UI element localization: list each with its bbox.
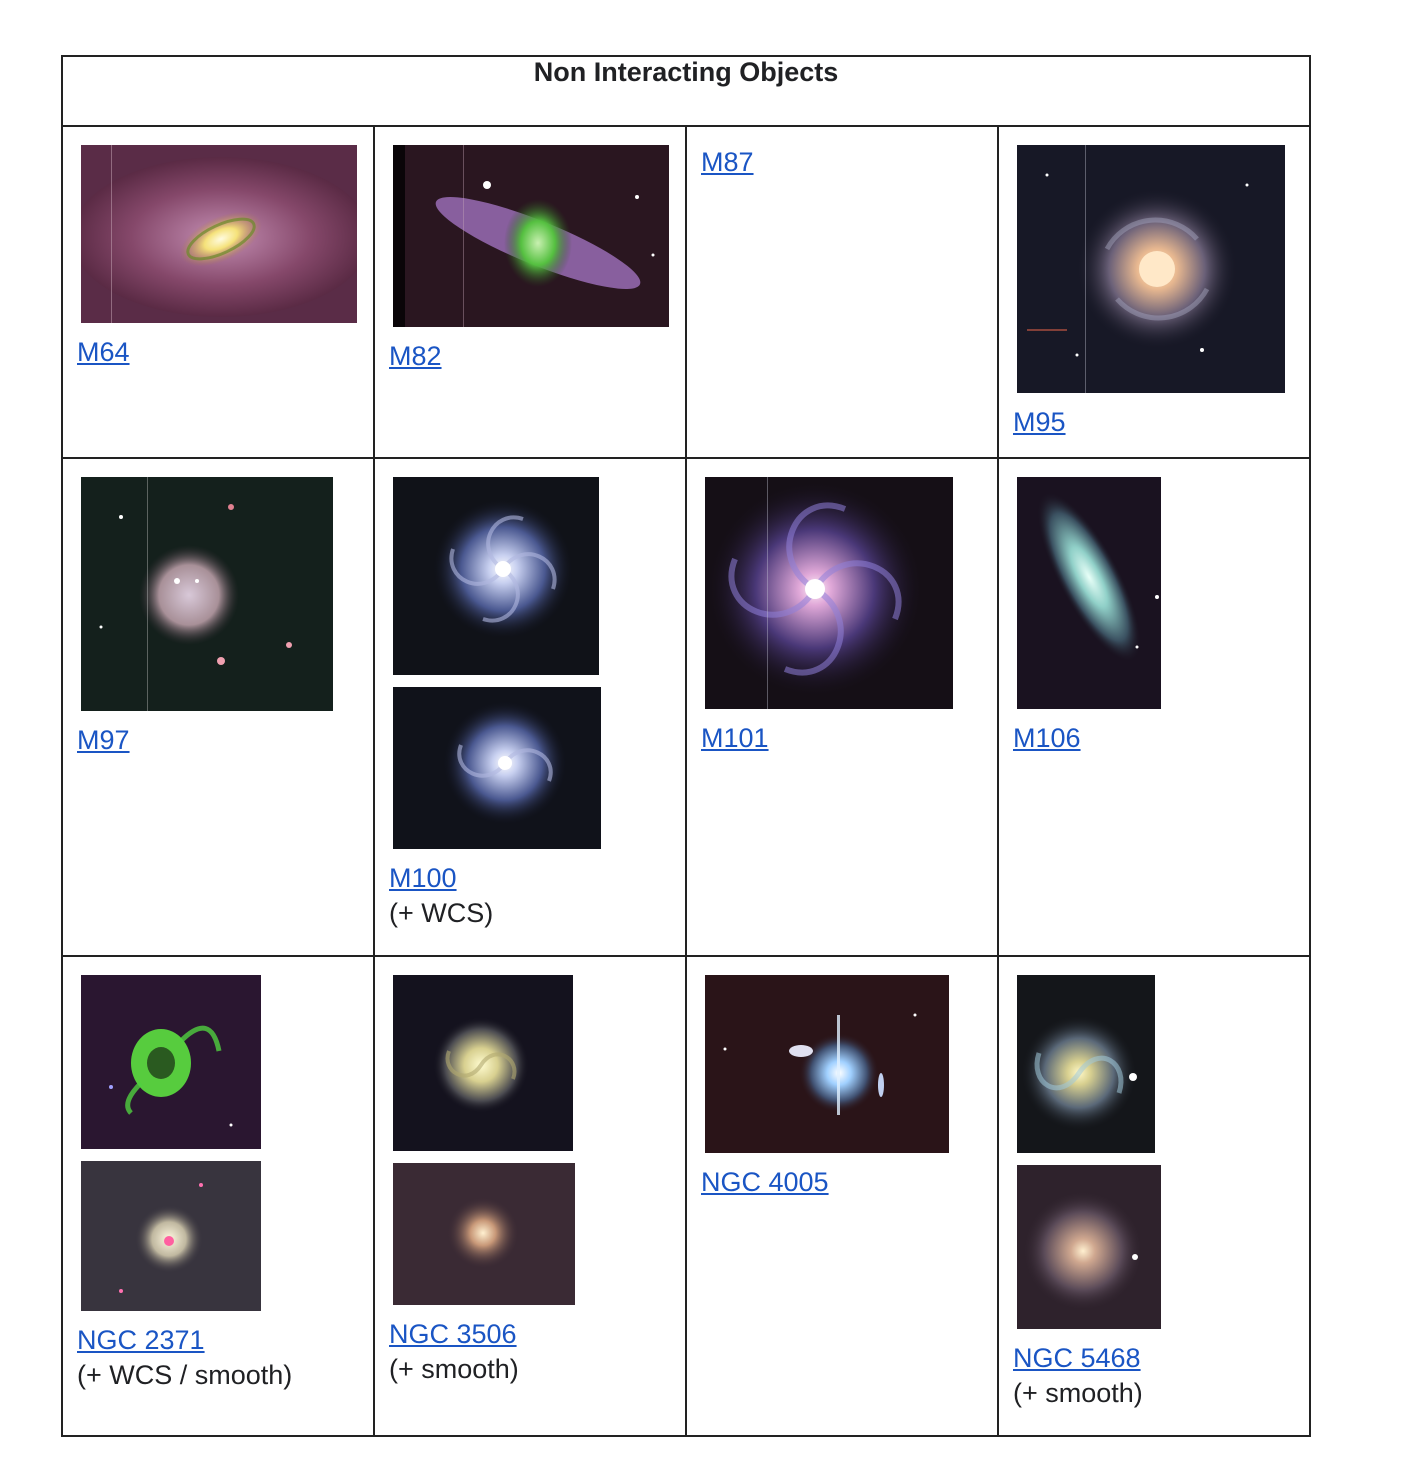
ngc3506-smooth-galaxy-image[interactable] [393, 1163, 575, 1305]
m100-galaxy-image[interactable] [393, 477, 599, 675]
ngc5468-smooth-galaxy-image[interactable] [1017, 1165, 1161, 1329]
link-ngc3506[interactable]: NGC 3506 [389, 1319, 517, 1349]
m100-wcs-galaxy-image[interactable] [393, 687, 601, 849]
m82-galaxy-image[interactable] [393, 145, 669, 327]
objects-table: Non Interacting Objects M64 [60, 55, 1312, 1437]
link-ngc2371[interactable]: NGC 2371 [77, 1325, 205, 1355]
cell-m100: M100 (+ WCS) [373, 457, 687, 957]
link-ngc4005[interactable]: NGC 4005 [701, 1167, 829, 1197]
cell-ngc3506: NGC 3506 (+ smooth) [373, 955, 687, 1437]
m101-galaxy-image[interactable] [705, 477, 953, 709]
link-m101[interactable]: M101 [701, 723, 769, 753]
cell-m82: M82 [373, 125, 687, 459]
ngc3506-note: (+ smooth) [389, 1354, 519, 1384]
cell-m95: M95 [996, 125, 1312, 459]
link-m97[interactable]: M97 [77, 725, 130, 755]
link-m64[interactable]: M64 [77, 337, 130, 367]
cell-ngc5468: NGC 5468 (+ smooth) [996, 955, 1312, 1437]
ngc3506-galaxy-image[interactable] [393, 975, 573, 1151]
ngc2371-note: (+ WCS / smooth) [77, 1360, 293, 1390]
cell-m64: M64 [61, 125, 375, 459]
m106-galaxy-image[interactable] [1017, 477, 1161, 709]
cell-m87: M87 [685, 125, 999, 459]
cell-m97: M97 [61, 457, 375, 957]
m97-nebula-image[interactable] [81, 477, 333, 711]
link-ngc5468[interactable]: NGC 5468 [1013, 1343, 1141, 1373]
m100-note: (+ WCS) [389, 898, 494, 928]
cell-m106: M106 [996, 457, 1312, 957]
m95-galaxy-image[interactable] [1017, 145, 1285, 393]
link-m100[interactable]: M100 [389, 863, 457, 893]
cell-ngc2371: NGC 2371 (+ WCS / smooth) [61, 955, 375, 1437]
ngc2371-nebula-image[interactable] [81, 975, 261, 1149]
cell-ngc4005: NGC 4005 [685, 955, 999, 1437]
link-m106[interactable]: M106 [1013, 723, 1081, 753]
link-m87[interactable]: M87 [701, 147, 754, 177]
link-m82[interactable]: M82 [389, 341, 442, 371]
ngc5468-note: (+ smooth) [1013, 1378, 1143, 1408]
m64-galaxy-image[interactable] [81, 145, 357, 323]
ngc2371-smooth-nebula-image[interactable] [81, 1161, 261, 1311]
link-m95[interactable]: M95 [1013, 407, 1066, 437]
cell-m101: M101 [685, 457, 999, 957]
ngc4005-galaxy-image[interactable] [705, 975, 949, 1153]
table-title: Non Interacting Objects [60, 55, 1312, 127]
ngc5468-galaxy-image[interactable] [1017, 975, 1155, 1153]
